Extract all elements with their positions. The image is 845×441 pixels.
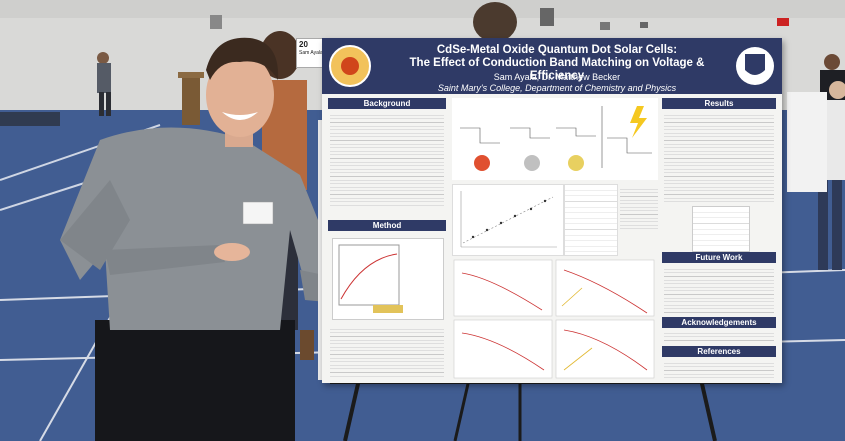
- method-heading: Method: [328, 220, 446, 231]
- college-seal-icon: [736, 47, 774, 85]
- poster-title: CdSe-Metal Oxide Quantum Dot Solar Cells…: [382, 44, 732, 83]
- name-tag: [242, 201, 274, 225]
- left-hand: [214, 243, 250, 261]
- method-diagram: [332, 238, 444, 320]
- band-diagrams: [452, 98, 658, 180]
- face: [206, 53, 274, 137]
- badge-name: Sam Ayala: [299, 50, 323, 56]
- scatter-plot-figure: [460, 191, 557, 248]
- person-behind-poster: [473, 2, 517, 42]
- results-heading: Results: [662, 98, 776, 109]
- data-table: [564, 184, 618, 256]
- poster-title-line-2: The Effect of Conduction Band Matching o…: [409, 57, 705, 82]
- acknowledgements-text: [664, 330, 774, 344]
- figure-caption-text: [620, 186, 658, 231]
- scatter-plot-panel: [452, 184, 564, 256]
- future-work-heading: Future Work: [662, 252, 776, 263]
- future-work-text: [664, 266, 774, 314]
- poster-affiliation: Saint Mary's College, Department of Chem…: [437, 83, 677, 93]
- white-table: [787, 92, 827, 192]
- background-heading: Background: [328, 98, 446, 109]
- references-text: [664, 360, 774, 378]
- results-body-text: [664, 112, 774, 202]
- voltage-graphs: [452, 258, 658, 380]
- background-body-text: [330, 112, 444, 207]
- student: [60, 37, 460, 441]
- results-table: [692, 206, 750, 252]
- method-chart-icon: [338, 244, 403, 313]
- references-heading: References: [662, 346, 776, 357]
- department-logo-icon: [329, 45, 371, 87]
- podium: [182, 75, 200, 125]
- band-diagram-figure: [460, 106, 652, 171]
- background-person-left: [97, 52, 111, 116]
- hair: [206, 37, 279, 80]
- acknowledgements-heading: Acknowledgements: [662, 317, 776, 328]
- method-steps-text: [330, 326, 444, 378]
- poster-title-line-1: CdSe-Metal Oxide Quantum Dot Solar Cells…: [436, 44, 678, 56]
- gray-shirt: [60, 127, 350, 330]
- poster-header: CdSe-Metal Oxide Quantum Dot Solar Cells…: [322, 38, 782, 94]
- badge-number: 20: [299, 40, 308, 49]
- voltage-graphs-figure: [453, 259, 655, 379]
- research-poster: CdSe-Metal Oxide Quantum Dot Solar Cells…: [322, 38, 782, 383]
- black-pants: [95, 320, 295, 441]
- poster-authors: Sam Ayala, Dr. Matthew Becker: [493, 72, 621, 82]
